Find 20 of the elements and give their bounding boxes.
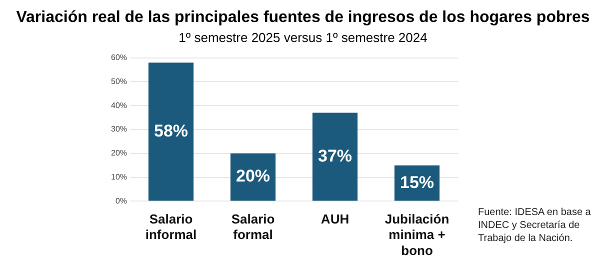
y-tick-label: 60%	[110, 53, 128, 62]
y-tick-label: 10%	[110, 172, 128, 182]
source-note: Fuente: IDESA en base a INDEC y Secretaría de Trabajo de la Nación.	[478, 206, 592, 245]
bar	[312, 112, 358, 201]
data-label: 37%	[318, 146, 352, 166]
data-label: 20%	[236, 166, 270, 186]
y-tick-label: 0%	[115, 196, 128, 206]
x-tick-label: Salario informal	[145, 212, 197, 242]
data-label: 58%	[154, 121, 188, 140]
x-tick-label: Salario formal	[231, 212, 275, 242]
bar	[148, 62, 194, 201]
x-tick-label: AUH	[320, 212, 350, 227]
data-label: 15%	[400, 173, 434, 192]
chart-subtitle: 1º semestre 2025 versus 1º semestre 2024	[178, 30, 428, 46]
chart-title: Variación real de las principales fuentes de ingresos de los hogares pobres	[15, 8, 591, 28]
x-tick-label: Jubilación minima + bono	[384, 212, 450, 258]
y-tick-label: 30%	[110, 124, 128, 134]
y-tick-label: 50%	[110, 76, 128, 86]
y-tick-label: 40%	[110, 100, 128, 110]
y-tick-label: 20%	[110, 148, 128, 158]
